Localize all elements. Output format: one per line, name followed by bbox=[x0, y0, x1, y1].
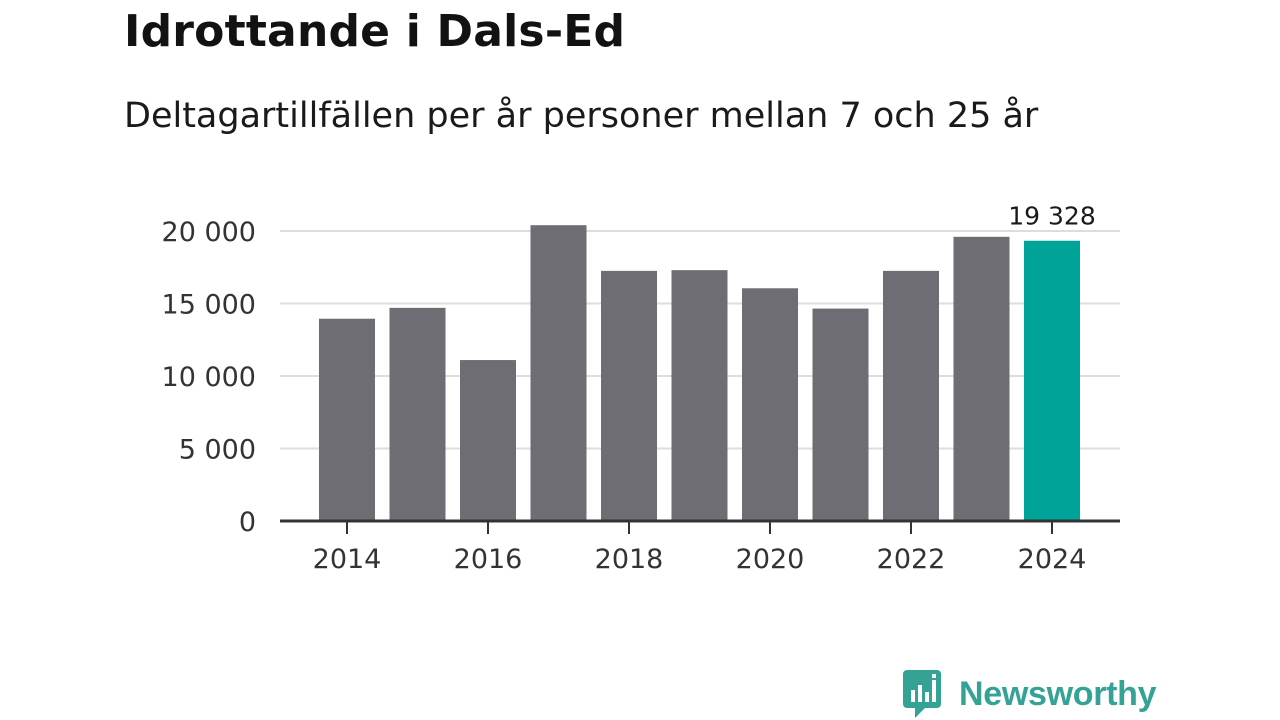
y-tick-label: 0 bbox=[239, 507, 256, 538]
bar bbox=[671, 270, 728, 521]
data-label: 19 328 bbox=[1008, 202, 1095, 231]
brand-name: Newsworthy bbox=[959, 675, 1157, 713]
logo-bar-3 bbox=[925, 692, 929, 702]
bar bbox=[953, 236, 1010, 522]
y-tick-label: 15 000 bbox=[162, 290, 256, 321]
logo-bar-1 bbox=[911, 690, 915, 702]
y-tick-label: 5 000 bbox=[179, 435, 256, 466]
logo-dot bbox=[932, 674, 936, 678]
bar bbox=[601, 270, 657, 521]
x-tick-label: 2022 bbox=[877, 544, 946, 575]
x-tick-label: 2018 bbox=[595, 544, 664, 575]
x-tick-label: 2016 bbox=[454, 544, 523, 575]
x-tick-label: 2024 bbox=[1018, 544, 1087, 575]
bar bbox=[742, 288, 798, 521]
bar bbox=[883, 270, 939, 521]
y-tick-label: 20 000 bbox=[162, 217, 256, 248]
y-tick-label: 10 000 bbox=[162, 362, 256, 393]
bar bbox=[460, 360, 516, 521]
bar bbox=[389, 307, 446, 521]
newsworthy-logo: Newsworthy bbox=[903, 670, 1157, 718]
bar bbox=[319, 318, 375, 521]
bar bbox=[1024, 240, 1080, 521]
bar bbox=[530, 225, 587, 521]
logo-bar-2 bbox=[918, 685, 922, 702]
x-tick-label: 2014 bbox=[313, 544, 382, 575]
chart-title: Idrottande i Dals-Ed bbox=[124, 6, 626, 57]
logo-bar-4 bbox=[932, 680, 936, 702]
chart-subtitle: Deltagartillfällen per år personer mella… bbox=[124, 96, 1039, 136]
newsworthy-bar-chart-icon bbox=[903, 670, 941, 718]
bar bbox=[812, 308, 869, 521]
x-tick-label: 2020 bbox=[736, 544, 805, 575]
bar-chart: 0 5 000 10 000 15 000 20 000 19 328 2014 2016 20… bbox=[162, 202, 1120, 575]
